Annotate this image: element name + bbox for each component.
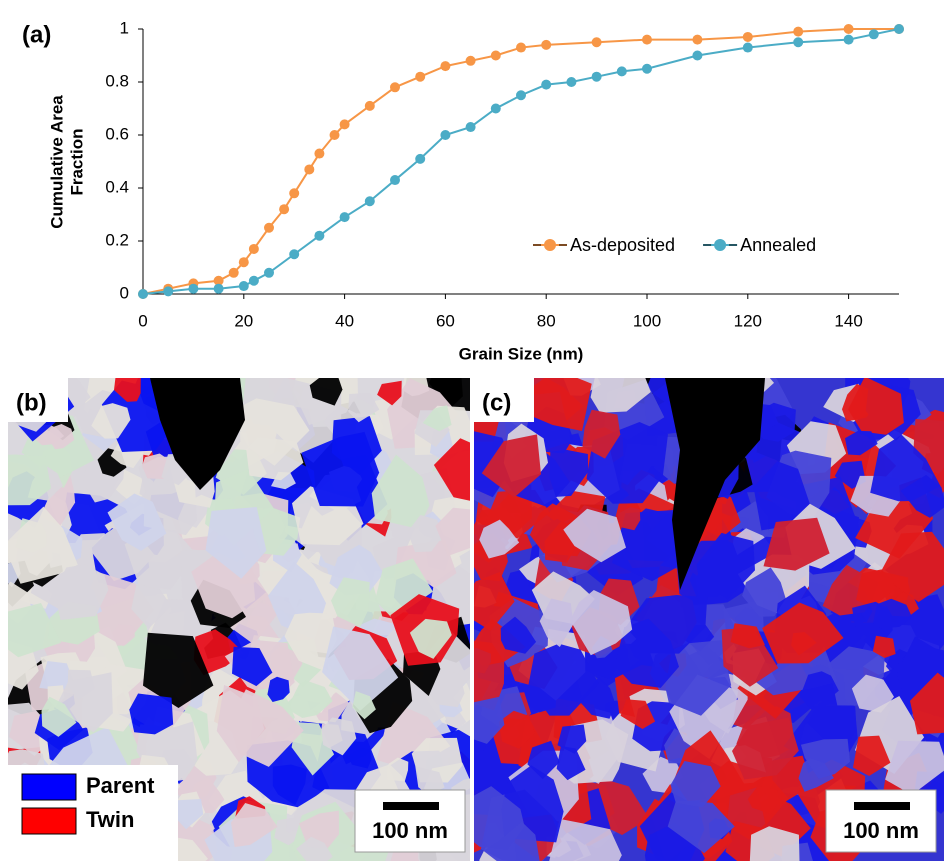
legend-label: As-deposited bbox=[570, 235, 675, 255]
panel-label: (c) bbox=[482, 389, 511, 416]
data-point bbox=[390, 82, 400, 92]
panel-label: (a) bbox=[22, 21, 51, 48]
data-point bbox=[188, 284, 198, 294]
data-point bbox=[869, 29, 879, 39]
micrograph-c bbox=[435, 347, 944, 861]
data-point bbox=[304, 164, 314, 174]
x-tick-label: 20 bbox=[234, 311, 253, 330]
x-tick-label: 100 bbox=[633, 311, 661, 330]
y-axis-label: Fraction bbox=[67, 128, 86, 195]
data-point bbox=[592, 72, 602, 82]
data-point bbox=[264, 223, 274, 233]
data-point bbox=[743, 32, 753, 42]
y-tick-label: 0.8 bbox=[105, 71, 129, 90]
data-point bbox=[642, 64, 652, 74]
data-point bbox=[793, 37, 803, 47]
data-point bbox=[440, 130, 450, 140]
data-point bbox=[239, 281, 249, 291]
data-point bbox=[365, 196, 375, 206]
data-point bbox=[642, 35, 652, 45]
data-point bbox=[592, 37, 602, 47]
data-point bbox=[894, 24, 904, 34]
data-point bbox=[138, 289, 148, 299]
x-axis-label: Grain Size (nm) bbox=[459, 344, 584, 363]
data-point bbox=[289, 249, 299, 259]
data-point bbox=[214, 284, 224, 294]
data-point bbox=[692, 35, 702, 45]
x-tick-label: 120 bbox=[734, 311, 762, 330]
data-point bbox=[340, 119, 350, 129]
key-label: Twin bbox=[86, 807, 134, 832]
y-tick-label: 0.6 bbox=[105, 124, 129, 143]
data-point bbox=[330, 130, 340, 140]
data-point bbox=[249, 244, 259, 254]
figure: (b) 100 nm (c) 100 nm Parent Twin (a) 0 20 40 60 8… bbox=[0, 0, 944, 861]
data-point bbox=[541, 80, 551, 90]
data-point bbox=[491, 104, 501, 114]
data-point bbox=[844, 35, 854, 45]
data-point bbox=[289, 188, 299, 198]
data-point bbox=[415, 154, 425, 164]
data-point bbox=[163, 286, 173, 296]
data-point bbox=[617, 66, 627, 76]
scale-bar-label: 100 nm bbox=[843, 818, 919, 843]
data-point bbox=[566, 77, 576, 87]
legend-marker bbox=[714, 239, 726, 251]
y-tick-label: 0 bbox=[120, 283, 129, 302]
page: {"chart_data": {"type": "line", "panel_l… bbox=[0, 0, 944, 861]
data-point bbox=[440, 61, 450, 71]
x-tick-label: 80 bbox=[537, 311, 556, 330]
y-tick-label: 0.4 bbox=[105, 177, 129, 196]
legend-label: Annealed bbox=[740, 235, 816, 255]
scale-bar bbox=[854, 802, 910, 810]
data-point bbox=[239, 257, 249, 267]
data-point bbox=[743, 43, 753, 53]
data-point bbox=[279, 204, 289, 214]
data-point bbox=[365, 101, 375, 111]
key-label: Parent bbox=[86, 773, 155, 798]
data-point bbox=[516, 43, 526, 53]
data-point bbox=[229, 268, 239, 278]
scale-bar bbox=[383, 802, 439, 810]
key-swatch bbox=[22, 774, 76, 800]
data-point bbox=[793, 27, 803, 37]
legend-marker bbox=[544, 239, 556, 251]
data-point bbox=[466, 56, 476, 66]
data-point bbox=[264, 268, 274, 278]
data-point bbox=[340, 212, 350, 222]
panel-label: (b) bbox=[16, 389, 47, 416]
chart-a: (a) 0 20 40 60 80 100 120 140 0 0.2 0.4 0.6 0.8 1 Grain… bbox=[22, 18, 904, 363]
x-tick-label: 0 bbox=[138, 311, 147, 330]
y-tick-label: 0.2 bbox=[105, 230, 129, 249]
data-point bbox=[541, 40, 551, 50]
data-point bbox=[249, 276, 259, 286]
x-tick-label: 60 bbox=[436, 311, 455, 330]
scale-bar-label: 100 nm bbox=[372, 818, 448, 843]
data-point bbox=[491, 51, 501, 61]
data-point bbox=[314, 149, 324, 159]
x-tick-label: 140 bbox=[834, 311, 862, 330]
key-swatch bbox=[22, 808, 76, 834]
y-axis-label: Cumulative Area bbox=[47, 95, 66, 229]
data-point bbox=[466, 122, 476, 132]
x-tick-label: 40 bbox=[335, 311, 354, 330]
y-tick-label: 1 bbox=[120, 18, 129, 37]
data-point bbox=[516, 90, 526, 100]
data-point bbox=[390, 175, 400, 185]
data-point bbox=[314, 231, 324, 241]
data-point bbox=[844, 24, 854, 34]
data-point bbox=[415, 72, 425, 82]
data-point bbox=[692, 51, 702, 61]
